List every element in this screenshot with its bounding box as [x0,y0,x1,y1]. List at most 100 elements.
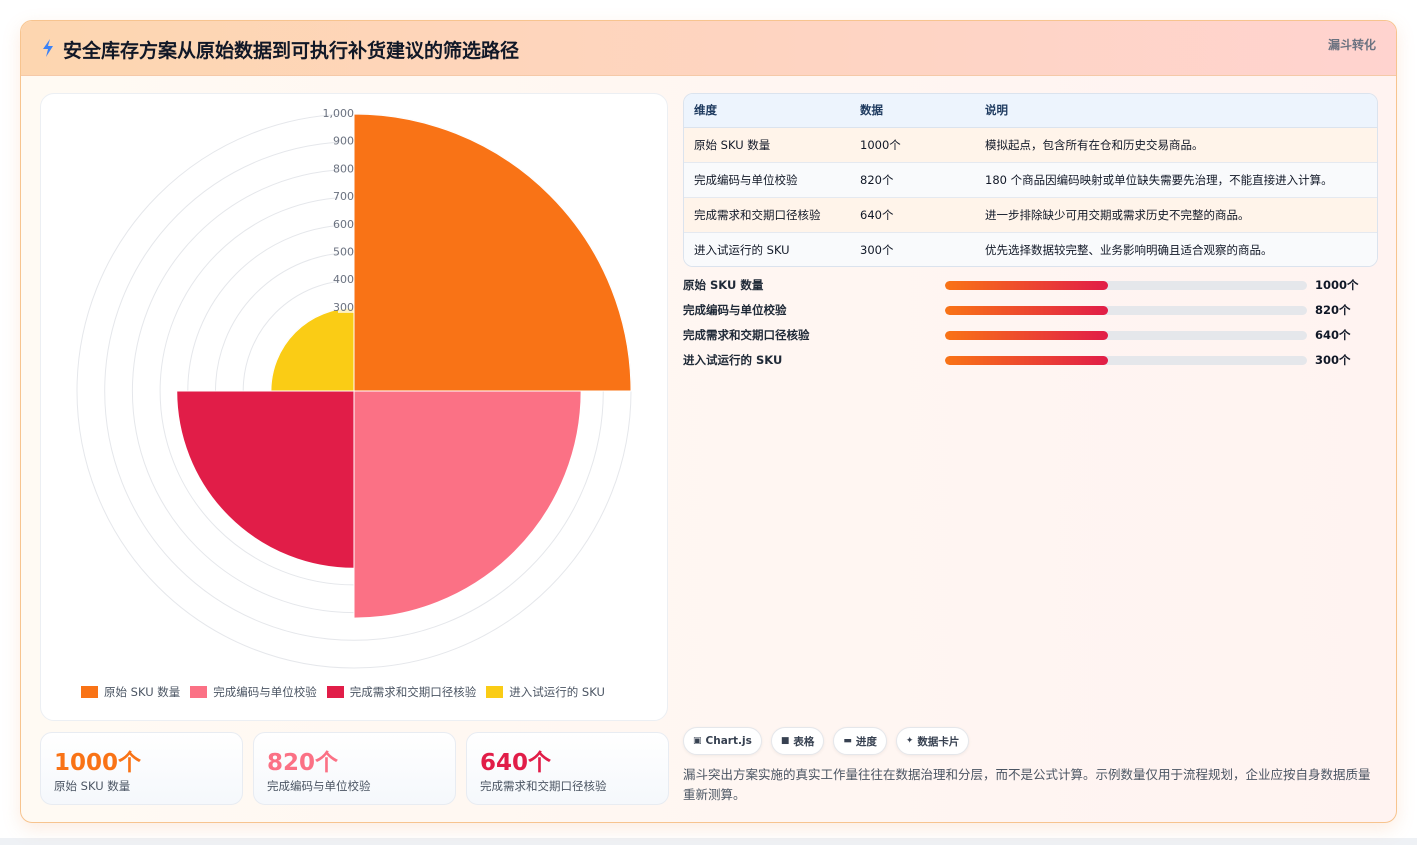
table-row: 原始 SKU 数量 1000个 模拟起点，包含所有在仓和历史交易商品。 [684,127,1377,162]
tick-label-bg [338,134,354,147]
table-cell: 模拟起点，包含所有在仓和历史交易商品。 [985,137,1204,152]
table-header-cell: 说明 [975,94,1377,128]
tick-label-bg [338,217,354,230]
table-icon: ■ [780,736,790,746]
polar-sector[interactable] [353,113,632,392]
chart-legend: 原始 SKU 数量 完成编码与单位校验 完成需求和交期口径核验 进入试运行的 S… [81,684,605,700]
progress-list: 原始 SKU 数量 1000个 完成编码与单位校验 820个 完成需求和交期口径… [683,277,1378,377]
progress-label: 原始 SKU 数量 [683,278,764,292]
progress-value: 640个 [1315,328,1351,342]
tick-label: 800 [333,162,354,175]
progress-label: 完成需求和交期口径核验 [683,328,810,342]
card-header: 安全库存方案从原始数据到可执行补货建议的筛选路径 漏斗转化 [21,21,1396,76]
stat-value: 1000个 [54,750,142,776]
sparkle-icon: ✦ [905,736,914,746]
tick-label: 900 [333,135,354,148]
table-header-row: 维度 数据 说明 [684,94,1377,128]
page-title: 安全库存方案从原始数据到可执行补货建议的筛选路径 [63,40,520,62]
chip-table[interactable]: ■ 表格 [770,727,825,755]
tick-label: 300 [333,301,354,314]
table-cell: 优先选择数据较完整、业务影响明确且适合观察的商品。 [985,242,1273,257]
stat-label: 完成编码与单位校验 [267,779,371,793]
progress-track [945,281,1307,290]
stat-label: 完成需求和交期口径核验 [480,779,607,793]
chip-label: 表格 [793,735,815,748]
table-row: 完成编码与单位校验 820个 180 个商品因编码映射或单位缺失需要先治理，不能… [684,162,1377,197]
legend-swatch [190,686,208,698]
polar-area-chart: 300 400 500 600 700 800 900 1,000 [76,107,632,669]
legend-label: 完成需求和交期口径核验 [349,685,477,699]
legend-label: 原始 SKU 数量 [104,685,181,699]
progress-track [945,306,1307,315]
footnote: 漏斗突出方案实施的真实工作量往往在数据治理和分层，而不是公式计算。示例数量仅用于… [683,767,1371,802]
progress-icon: ▬ [843,736,852,746]
legend-swatch [81,686,98,698]
table-header-cell: 数据 [850,94,975,128]
table-cell: 进入试运行的 SKU [694,242,790,257]
tick-label-bg [338,190,354,203]
progress-label: 进入试运行的 SKU [683,353,783,367]
tick-label: 1,000 [323,107,355,120]
chip-progress[interactable]: ▬ 进度 [833,727,887,755]
tick-label-bg [338,162,354,175]
progress-label: 完成编码与单位校验 [683,303,787,317]
legend-item[interactable]: 完成编码与单位校验 [190,684,317,700]
table-header-cell: 维度 [684,94,850,128]
tick-label-bg [338,245,354,258]
table-cell: 原始 SKU 数量 [694,137,771,152]
chart-type-tag: 漏斗转化 [1327,38,1376,52]
progress-value: 1000个 [1315,278,1359,292]
table-cell: 640个 [860,207,894,222]
progress-fill [945,281,1108,290]
polar-sector[interactable] [270,307,355,392]
table-cell: 进一步排除缺少可用交期或需求历史不完整的商品。 [985,207,1250,222]
progress-fill [945,356,1108,365]
tick-label: 700 [333,190,354,203]
progress-fill [945,331,1108,340]
tick-label-bg [338,273,354,286]
progress-value: 300个 [1315,353,1351,367]
chip-label: 进度 [855,735,877,748]
progress-fill [945,306,1108,315]
funnel-card: 安全库存方案从原始数据到可执行补货建议的筛选路径 漏斗转化 300 400 500 6… [20,20,1397,823]
progress-value: 820个 [1315,303,1351,317]
progress-row: 原始 SKU 数量 1000个 [683,277,1378,302]
legend-item[interactable]: 进入试运行的 SKU [486,684,605,700]
tick-label-bg [338,107,354,119]
chart-icon: ▣ [693,736,702,746]
progress-row: 完成需求和交期口径核验 640个 [683,327,1378,352]
chip-label: Chart.js [705,735,752,747]
bolt-icon [43,39,53,57]
legend-swatch [486,686,504,698]
progress-row: 进入试运行的 SKU 300个 [683,352,1378,377]
table-cell: 完成编码与单位校验 [694,172,798,187]
polar-sector[interactable] [176,390,355,569]
legend-item[interactable]: 完成需求和交期口径核验 [326,684,477,700]
table-cell: 820个 [860,172,894,187]
stat-card-validated: 820个 完成编码与单位校验 [253,732,456,805]
stat-card-verified: 640个 完成需求和交期口径核验 [466,732,669,805]
feature-chips: ▣ Chart.js ■ 表格 ▬ 进度 ✦ 数据卡片 [683,727,970,755]
tick-label-bg [338,300,354,313]
legend-swatch [326,686,344,698]
stat-value: 820个 [267,750,339,776]
chip-data-cards[interactable]: ✦ 数据卡片 [895,727,970,755]
table-cell: 300个 [860,242,894,257]
stat-card-raw: 1000个 原始 SKU 数量 [40,732,243,805]
tick-label: 600 [333,218,354,231]
polar-sector[interactable] [353,390,582,619]
chip-label: 数据卡片 [917,735,960,748]
tick-label: 400 [333,273,354,286]
progress-row: 完成编码与单位校验 820个 [683,302,1378,327]
chip-chartjs[interactable]: ▣ Chart.js [683,727,762,755]
table-cell: 完成需求和交期口径核验 [694,207,821,222]
legend-item[interactable]: 原始 SKU 数量 [81,684,180,700]
data-table: 维度 数据 说明 原始 SKU 数量 1000个 模拟起点，包含所有在仓和历史交… [683,93,1378,267]
stat-value: 640个 [480,750,552,776]
table-row: 完成需求和交期口径核验 640个 进一步排除缺少可用交期或需求历史不完整的商品。 [684,197,1377,232]
table-cell: 180 个商品因编码映射或单位缺失需要先治理，不能直接进入计算。 [985,172,1333,187]
page-bottom-strip [0,838,1417,845]
progress-track [945,331,1307,340]
table-row: 进入试运行的 SKU 300个 优先选择数据较完整、业务影响明确且适合观察的商品… [684,232,1377,266]
table-cell: 1000个 [860,137,901,152]
